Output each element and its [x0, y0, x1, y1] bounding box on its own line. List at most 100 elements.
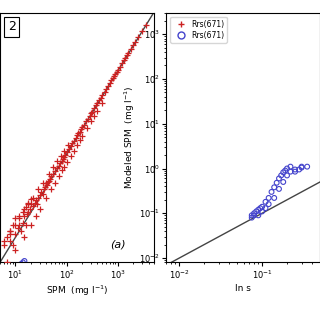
Point	[84, 119, 89, 124]
Point	[41, 180, 46, 186]
Point	[17, 213, 22, 219]
Point	[48, 177, 53, 182]
Point	[62, 164, 67, 170]
Point	[51, 171, 56, 176]
Point	[140, 28, 145, 33]
Point	[65, 143, 70, 148]
Point	[94, 102, 99, 108]
Point	[119, 61, 124, 66]
Point	[85, 116, 91, 121]
Point	[56, 173, 61, 178]
Point	[41, 187, 46, 192]
Point	[75, 133, 80, 138]
Point	[58, 161, 63, 166]
Point	[266, 202, 271, 207]
Point	[92, 113, 97, 118]
Point	[2, 243, 7, 248]
Point	[276, 176, 282, 181]
Point	[276, 186, 282, 191]
Point	[256, 207, 261, 212]
Point	[124, 53, 129, 58]
Point	[249, 215, 254, 220]
Point	[143, 23, 148, 28]
Point	[68, 154, 73, 159]
Legend: Rrs(671), Rrs(671): Rrs(671), Rrs(671)	[170, 17, 227, 43]
Point	[30, 203, 36, 208]
Point	[49, 173, 54, 178]
Point	[46, 180, 51, 185]
Point	[78, 127, 84, 132]
Point	[64, 150, 69, 155]
Point	[33, 197, 38, 203]
Point	[23, 205, 28, 210]
Point	[79, 133, 84, 139]
Point	[2, 264, 7, 269]
Point	[102, 89, 107, 94]
Point	[123, 55, 128, 60]
Point	[299, 165, 304, 170]
Point	[279, 173, 284, 178]
Point	[109, 78, 114, 83]
Point	[258, 206, 263, 211]
Point	[27, 206, 32, 212]
Point	[87, 113, 92, 118]
Point	[45, 182, 50, 187]
Point	[77, 137, 82, 142]
Point	[274, 180, 279, 185]
Point	[5, 235, 10, 240]
Point	[5, 273, 10, 278]
Point	[90, 109, 95, 114]
Point	[44, 180, 49, 186]
Point	[59, 159, 64, 164]
Point	[133, 39, 138, 44]
Point	[107, 81, 112, 86]
Point	[95, 108, 100, 114]
Point	[284, 173, 290, 178]
Point	[252, 211, 257, 216]
Point	[59, 154, 64, 159]
Point	[63, 152, 68, 157]
Point	[37, 206, 43, 212]
Text: (a): (a)	[111, 240, 126, 250]
Point	[28, 202, 33, 207]
Point	[115, 68, 120, 73]
Point	[252, 213, 257, 218]
Point	[11, 243, 16, 248]
Point	[89, 119, 94, 124]
Point	[46, 171, 52, 176]
Point	[263, 199, 268, 204]
Point	[260, 209, 265, 214]
Point	[30, 195, 36, 200]
Point	[53, 180, 58, 186]
Point	[76, 131, 81, 136]
Point	[40, 192, 45, 197]
Point	[26, 200, 31, 205]
Point	[89, 110, 94, 116]
Point	[266, 196, 271, 201]
Point	[15, 264, 20, 269]
Point	[121, 58, 126, 63]
Point	[92, 105, 97, 110]
Point	[79, 125, 84, 130]
Point	[36, 195, 41, 200]
Point	[292, 169, 298, 174]
Point	[26, 210, 31, 215]
Point	[44, 195, 49, 200]
Point	[272, 185, 277, 190]
Point	[8, 239, 13, 244]
Point	[17, 263, 22, 268]
Point	[249, 213, 254, 218]
Point	[254, 209, 259, 214]
Point	[22, 235, 27, 240]
Point	[53, 169, 58, 174]
Point	[13, 266, 18, 271]
Point	[19, 228, 24, 233]
Point	[56, 164, 61, 169]
Point	[20, 260, 26, 265]
Point	[17, 216, 22, 221]
Point	[256, 213, 261, 218]
Point	[126, 51, 131, 56]
Point	[95, 100, 100, 105]
Point	[97, 98, 102, 103]
Point	[113, 71, 118, 76]
